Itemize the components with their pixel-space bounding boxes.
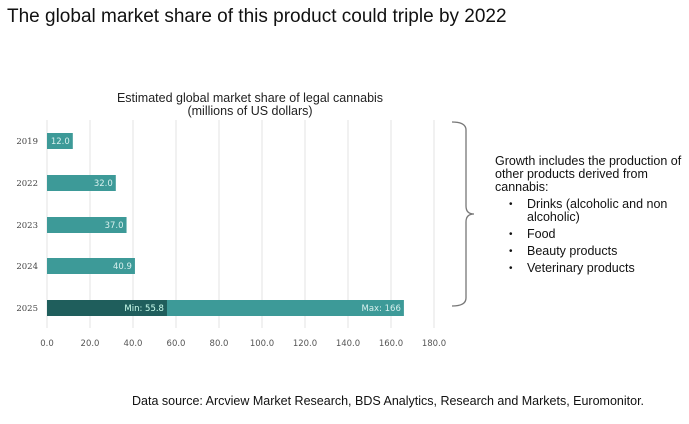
note-item: Beauty products	[509, 245, 685, 259]
x-tick-label: 120.0	[293, 339, 317, 349]
data-source: Data source: Arcview Market Research, BD…	[132, 394, 645, 408]
x-tick-label: 40.0	[124, 339, 143, 349]
x-tick-label: 140.0	[336, 339, 360, 349]
note-list: Drinks (alcoholic and non alcoholic) Food…	[495, 198, 685, 276]
y-tick-label: 2025	[16, 304, 38, 314]
bar	[47, 217, 127, 233]
x-tick-label: 180.0	[422, 339, 446, 349]
bar	[47, 258, 135, 274]
x-tick-label: 0.0	[40, 339, 54, 349]
note-item: Food	[509, 228, 685, 242]
note-heading: Growth includes the production of other …	[495, 154, 682, 194]
bar-value-label: 12.0	[51, 137, 70, 147]
note-item: Drinks (alcoholic and non alcoholic)	[509, 198, 685, 224]
chart-title-main: Estimated global market share of legal c…	[116, 91, 384, 105]
brace-icon	[451, 121, 475, 307]
x-tick-label: 80.0	[210, 339, 229, 349]
growth-note: Growth includes the production of other …	[495, 155, 685, 279]
bar-value-label: Max: 166	[362, 304, 401, 314]
bar-min	[47, 300, 167, 316]
y-tick-label: 2024	[16, 262, 38, 272]
x-tick-label: 20.0	[81, 339, 100, 349]
bar	[47, 175, 116, 191]
chart-title: Estimated global market share of legal c…	[60, 92, 440, 118]
x-tick-label: 60.0	[167, 339, 186, 349]
bar-value-label: 32.0	[94, 179, 113, 189]
bar-value-label: 40.9	[113, 262, 132, 272]
bar-value-label: 37.0	[105, 221, 124, 231]
page-title: The global market share of this product …	[7, 6, 507, 27]
bar	[47, 133, 73, 149]
x-tick-label: 100.0	[250, 339, 274, 349]
bar-min-label: Min: 55.8	[124, 304, 164, 314]
chart-subtitle: (millions of US dollars)	[187, 104, 313, 118]
y-tick-label: 2019	[16, 137, 38, 147]
y-tick-label: 2022	[16, 179, 38, 189]
x-tick-label: 160.0	[379, 339, 403, 349]
y-tick-label: 2023	[16, 221, 38, 231]
note-item: Veterinary products	[509, 262, 685, 276]
